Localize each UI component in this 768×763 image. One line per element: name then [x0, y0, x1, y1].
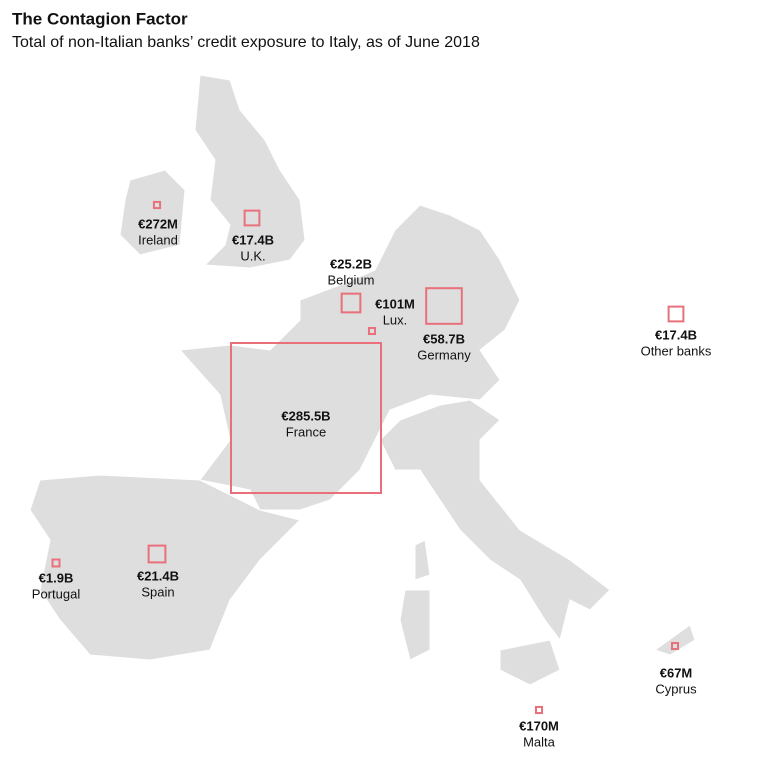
country-label: Lux.	[383, 312, 408, 327]
exposure-square	[425, 287, 463, 325]
value-label: €170M	[519, 718, 559, 733]
country-label: Ireland	[138, 232, 178, 247]
britain	[194, 74, 306, 269]
country-label: Cyprus	[655, 681, 697, 696]
value-label: €67M	[660, 665, 693, 680]
value-label: €17.4B	[232, 232, 274, 247]
exposure-square	[667, 305, 685, 323]
value-label: €272M	[138, 216, 178, 231]
iberia	[29, 474, 301, 661]
sicily	[499, 639, 561, 686]
continent	[178, 204, 521, 511]
exposure-square	[152, 200, 162, 210]
exposure-square	[230, 342, 382, 494]
exposure-square	[51, 558, 61, 568]
country-label: U.K.	[240, 248, 265, 263]
ireland	[119, 169, 186, 256]
exposure-square	[243, 209, 261, 227]
country-label: Other banks	[641, 343, 712, 358]
sardinia	[399, 589, 431, 661]
subtitle: Total of non-Italian banks’ credit expos…	[12, 34, 480, 51]
value-label: €17.4B	[655, 327, 697, 342]
exposure-square	[670, 641, 680, 651]
country-label: Portugal	[32, 586, 81, 601]
value-label: €58.7B	[423, 331, 465, 346]
country-label: France	[286, 424, 326, 439]
country-label: Germany	[417, 347, 471, 362]
value-label: €1.9B	[39, 570, 74, 585]
basemap	[29, 74, 696, 686]
value-label: €285.5B	[281, 408, 330, 423]
title: The Contagion Factor	[12, 9, 188, 28]
value-label: €101M	[375, 296, 415, 311]
value-label: €25.2B	[330, 256, 372, 271]
cyprus-island	[653, 624, 696, 656]
exposure-square	[340, 292, 362, 314]
exposure-square	[534, 705, 544, 715]
country-label: Spain	[141, 584, 174, 599]
corsica	[414, 539, 431, 581]
italy	[379, 399, 611, 642]
exposure-square	[147, 544, 167, 564]
country-label: Belgium	[328, 272, 375, 287]
exposure-square	[367, 326, 377, 336]
value-label: €21.4B	[137, 568, 179, 583]
country-label: Malta	[523, 734, 556, 749]
